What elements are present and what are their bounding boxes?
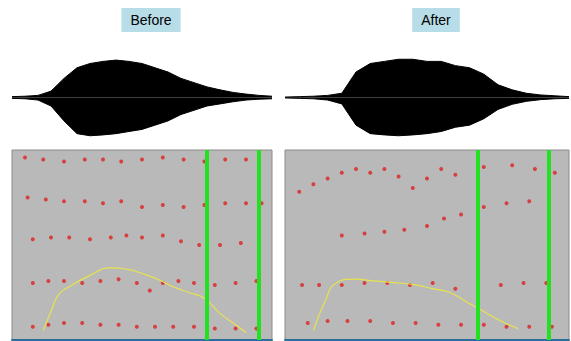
svg-text:Before: Before [130,12,171,28]
svg-text:After: After [421,12,451,28]
